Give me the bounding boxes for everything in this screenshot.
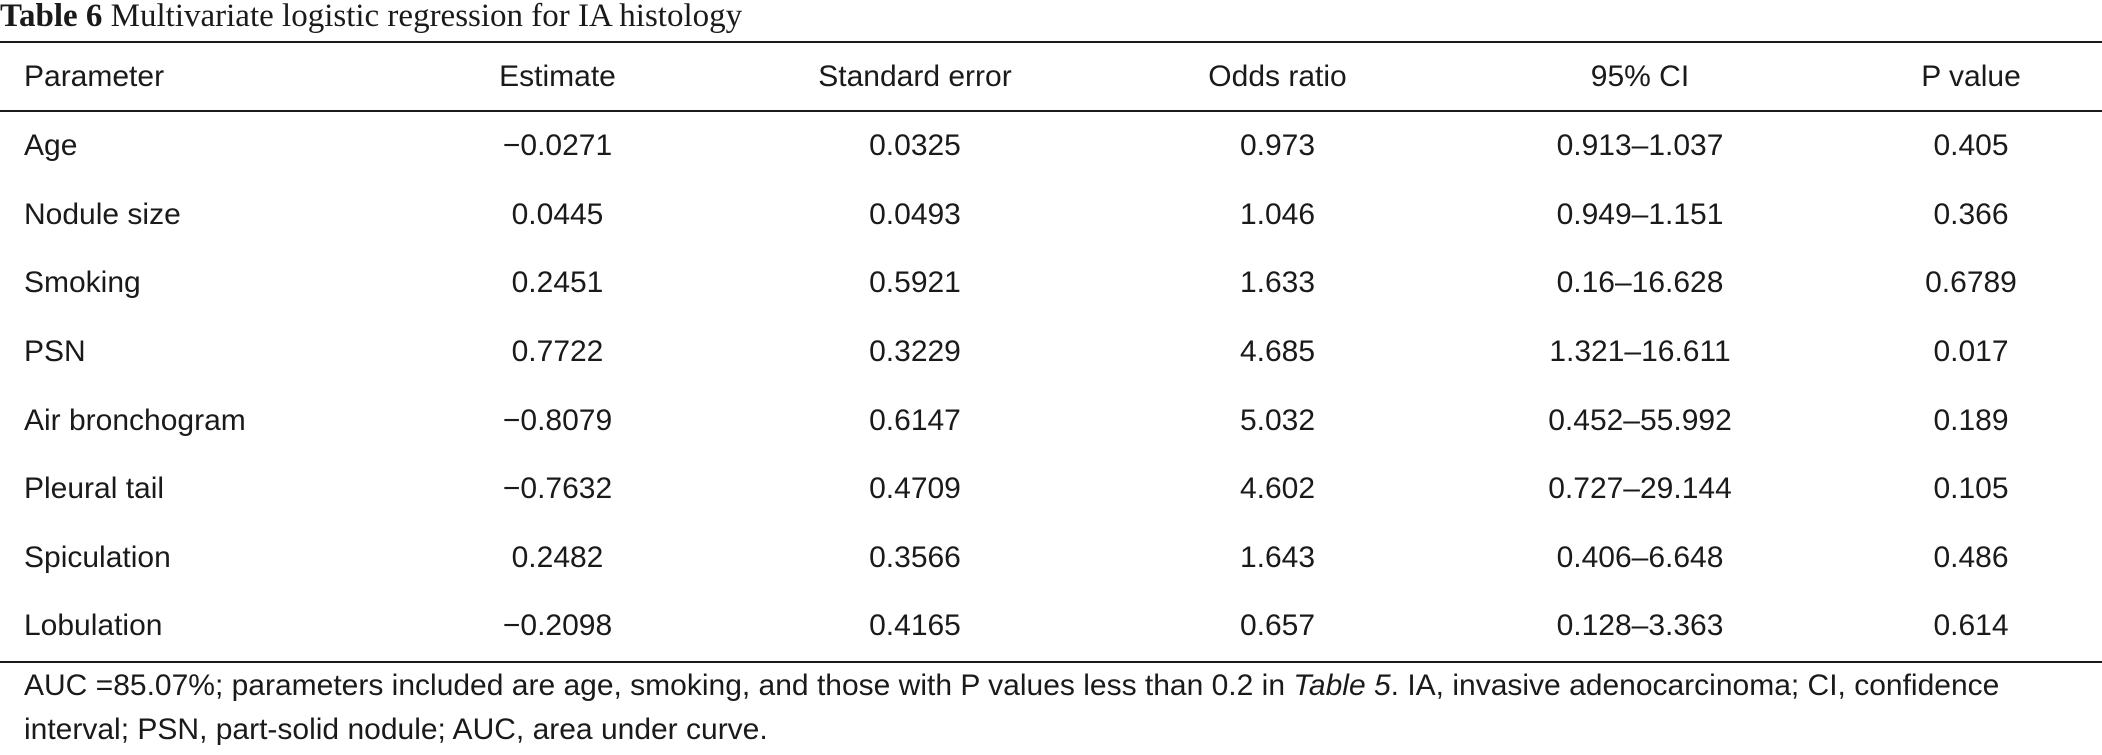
cell-parameter: Age [24, 129, 78, 163]
cell-standard-error: 0.0493 [869, 197, 961, 231]
footnote-text-continued: . IA, invasive adenocarcinoma; CI, confi… [24, 669, 2000, 746]
footnote-table-reference: Table 5 [1293, 669, 1391, 702]
cell-p-value: 0.614 [1933, 609, 2009, 643]
cell-estimate: 0.2482 [511, 540, 604, 574]
column-header-standard-error: Standard error [818, 59, 1012, 93]
cell-standard-error: 0.3229 [869, 335, 961, 369]
cell-odds-ratio: 1.643 [1239, 540, 1316, 574]
table-header-row: Parameter Estimate Standard error Odds r… [0, 42, 2102, 111]
table-caption-title: Multivariate logistic regression for IA … [110, 0, 743, 34]
cell-parameter: Smoking [24, 266, 141, 300]
table-row: Age −0.0271 0.0325 0.973 0.913–1.037 0.4… [0, 111, 2102, 181]
cell-estimate: −0.0271 [502, 129, 613, 163]
column-header-odds-ratio: Odds ratio [1208, 59, 1347, 93]
cell-p-value: 0.6789 [1925, 266, 2017, 300]
cell-ci: 0.16–16.628 [1556, 266, 1724, 300]
footnote-text: AUC =85.07%; parameters included are age… [24, 669, 1294, 702]
table-row: Smoking 0.2451 0.5921 1.633 0.16–16.628 … [0, 249, 2102, 318]
table-row: Spiculation 0.2482 0.3566 1.643 0.406–6.… [0, 524, 2102, 593]
cell-odds-ratio: 5.032 [1239, 403, 1316, 437]
cell-standard-error: 0.4165 [869, 609, 961, 643]
cell-parameter: Spiculation [24, 540, 171, 574]
cell-p-value: 0.366 [1933, 197, 2009, 231]
cell-ci: 1.321–16.611 [1549, 335, 1731, 369]
cell-standard-error: 0.5921 [869, 266, 961, 300]
table-footnote: AUC =85.07%; parameters included are age… [24, 664, 2084, 752]
cell-estimate: −0.7632 [502, 472, 613, 506]
cell-p-value: 0.405 [1933, 129, 2009, 163]
cell-parameter: Nodule size [24, 197, 181, 231]
cell-parameter: Pleural tail [24, 472, 165, 506]
cell-p-value: 0.017 [1933, 335, 2009, 369]
cell-p-value: 0.105 [1933, 472, 2009, 506]
cell-parameter: Lobulation [24, 609, 163, 643]
cell-odds-ratio: 4.685 [1239, 335, 1316, 369]
cell-ci: 0.913–1.037 [1556, 129, 1724, 163]
cell-estimate: −0.2098 [502, 609, 613, 643]
table-caption-label: Table 6 [0, 0, 103, 34]
table-row: Lobulation −0.2098 0.4165 0.657 0.128–3.… [0, 592, 2102, 662]
cell-estimate: −0.8079 [502, 403, 613, 437]
cell-odds-ratio: 1.046 [1239, 197, 1316, 231]
cell-parameter: PSN [24, 335, 86, 369]
cell-ci: 0.727–29.144 [1548, 472, 1732, 506]
cell-estimate: 0.0445 [511, 197, 604, 231]
table-row: Nodule size 0.0445 0.0493 1.046 0.949–1.… [0, 181, 2102, 250]
cell-odds-ratio: 0.657 [1239, 609, 1316, 643]
cell-odds-ratio: 4.602 [1239, 472, 1316, 506]
cell-odds-ratio: 0.973 [1239, 129, 1316, 163]
table-row: PSN 0.7722 0.3229 4.685 1.321–16.611 0.0… [0, 318, 2102, 387]
table-caption: Table 6 Multivariate logistic regression… [0, 0, 742, 40]
column-header-parameter: Parameter [24, 59, 165, 93]
cell-ci: 0.949–1.151 [1556, 197, 1724, 231]
cell-standard-error: 0.0325 [869, 129, 961, 163]
cell-p-value: 0.189 [1933, 403, 2009, 437]
table-row: Air bronchogram −0.8079 0.6147 5.032 0.4… [0, 386, 2102, 455]
column-header-ci: 95% CI [1590, 59, 1690, 93]
cell-parameter: Air bronchogram [24, 403, 246, 437]
regression-table: Parameter Estimate Standard error Odds r… [0, 41, 2102, 663]
cell-odds-ratio: 1.633 [1239, 266, 1316, 300]
cell-estimate: 0.7722 [511, 335, 604, 369]
column-header-p-value: P value [1921, 59, 2021, 93]
table-row: Pleural tail −0.7632 0.4709 4.602 0.727–… [0, 455, 2102, 524]
cell-standard-error: 0.3566 [869, 540, 961, 574]
cell-ci: 0.452–55.992 [1548, 403, 1732, 437]
cell-ci: 0.406–6.648 [1556, 540, 1724, 574]
column-header-estimate: Estimate [499, 59, 616, 93]
cell-p-value: 0.486 [1933, 540, 2009, 574]
cell-standard-error: 0.4709 [869, 472, 961, 506]
cell-standard-error: 0.6147 [869, 403, 961, 437]
cell-estimate: 0.2451 [511, 266, 604, 300]
cell-ci: 0.128–3.363 [1556, 609, 1724, 643]
